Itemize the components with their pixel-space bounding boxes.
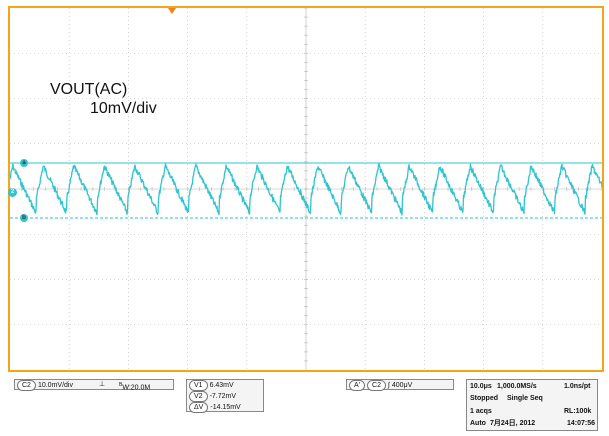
acquisition-state: Stopped bbox=[470, 395, 498, 402]
scope-display: VOUT(AC) 10mV/div 2 a b bbox=[8, 6, 604, 372]
v1-value: 6.43mV bbox=[209, 382, 234, 389]
channel-readout[interactable]: C2 10.0mV/div ⊥ BW:20.0M bbox=[14, 379, 174, 392]
cursor-b-marker[interactable]: b bbox=[20, 214, 28, 222]
timebase-readout[interactable]: 10.0μs 1,000.0MS/s 1.0ns/pt Stopped Sing… bbox=[466, 379, 598, 431]
trigger-level: 400μV bbox=[391, 382, 413, 389]
delta-v-pill: ΔV bbox=[189, 402, 209, 413]
channel-2-ground-marker[interactable]: 2 bbox=[8, 188, 17, 197]
waveform-graticule bbox=[10, 8, 602, 370]
bandwidth-prefix: B bbox=[119, 382, 123, 388]
channel-pill: C2 bbox=[17, 380, 36, 391]
trigger-channel-pill: C2 bbox=[367, 380, 386, 391]
resolution: 1.0ns/pt bbox=[564, 383, 591, 390]
channel-scale: 10.0mV/div bbox=[37, 382, 73, 389]
acquisition-count: 1 acqs bbox=[470, 408, 492, 415]
scale-label: 10mV/div bbox=[90, 100, 157, 117]
v1-pill: V1 bbox=[189, 380, 208, 391]
trigger-a-pill: A' bbox=[349, 380, 366, 391]
coupling-icon: ⊥ bbox=[99, 381, 106, 388]
trigger-readout[interactable]: A' C2 ∫ 400μV bbox=[346, 379, 454, 391]
date: 7月24日, 2012 bbox=[490, 420, 536, 427]
sample-rate: 1,000.0MS/s bbox=[497, 383, 537, 390]
record-length: RL:100k bbox=[564, 408, 592, 415]
readout-panel: C2 10.0mV/div ⊥ BW:20.0M V1 6.43mV V2 -7.72… bbox=[0, 375, 609, 436]
timebase-value: 10.0μs bbox=[470, 383, 492, 390]
trigger-slope-icon: ∫ bbox=[387, 382, 390, 389]
delta-v-value: -14.15mV bbox=[210, 404, 241, 411]
acquisition-mode: Single Seq bbox=[507, 395, 543, 402]
v2-value: -7.72mV bbox=[209, 393, 237, 400]
trigger-position-marker bbox=[168, 8, 176, 14]
signal-label: VOUT(AC) bbox=[50, 81, 128, 98]
time: 14:07:56 bbox=[567, 420, 596, 427]
v2-pill: V2 bbox=[189, 391, 208, 402]
cursor-readout[interactable]: V1 6.43mV V2 -7.72mV ΔV -14.15mV bbox=[186, 379, 264, 413]
channel-2-trace bbox=[10, 163, 602, 216]
bandwidth-value: W:20.0M bbox=[122, 384, 151, 392]
cursor-a-marker[interactable]: a bbox=[20, 159, 28, 167]
trigger-mode: Auto bbox=[470, 420, 486, 427]
